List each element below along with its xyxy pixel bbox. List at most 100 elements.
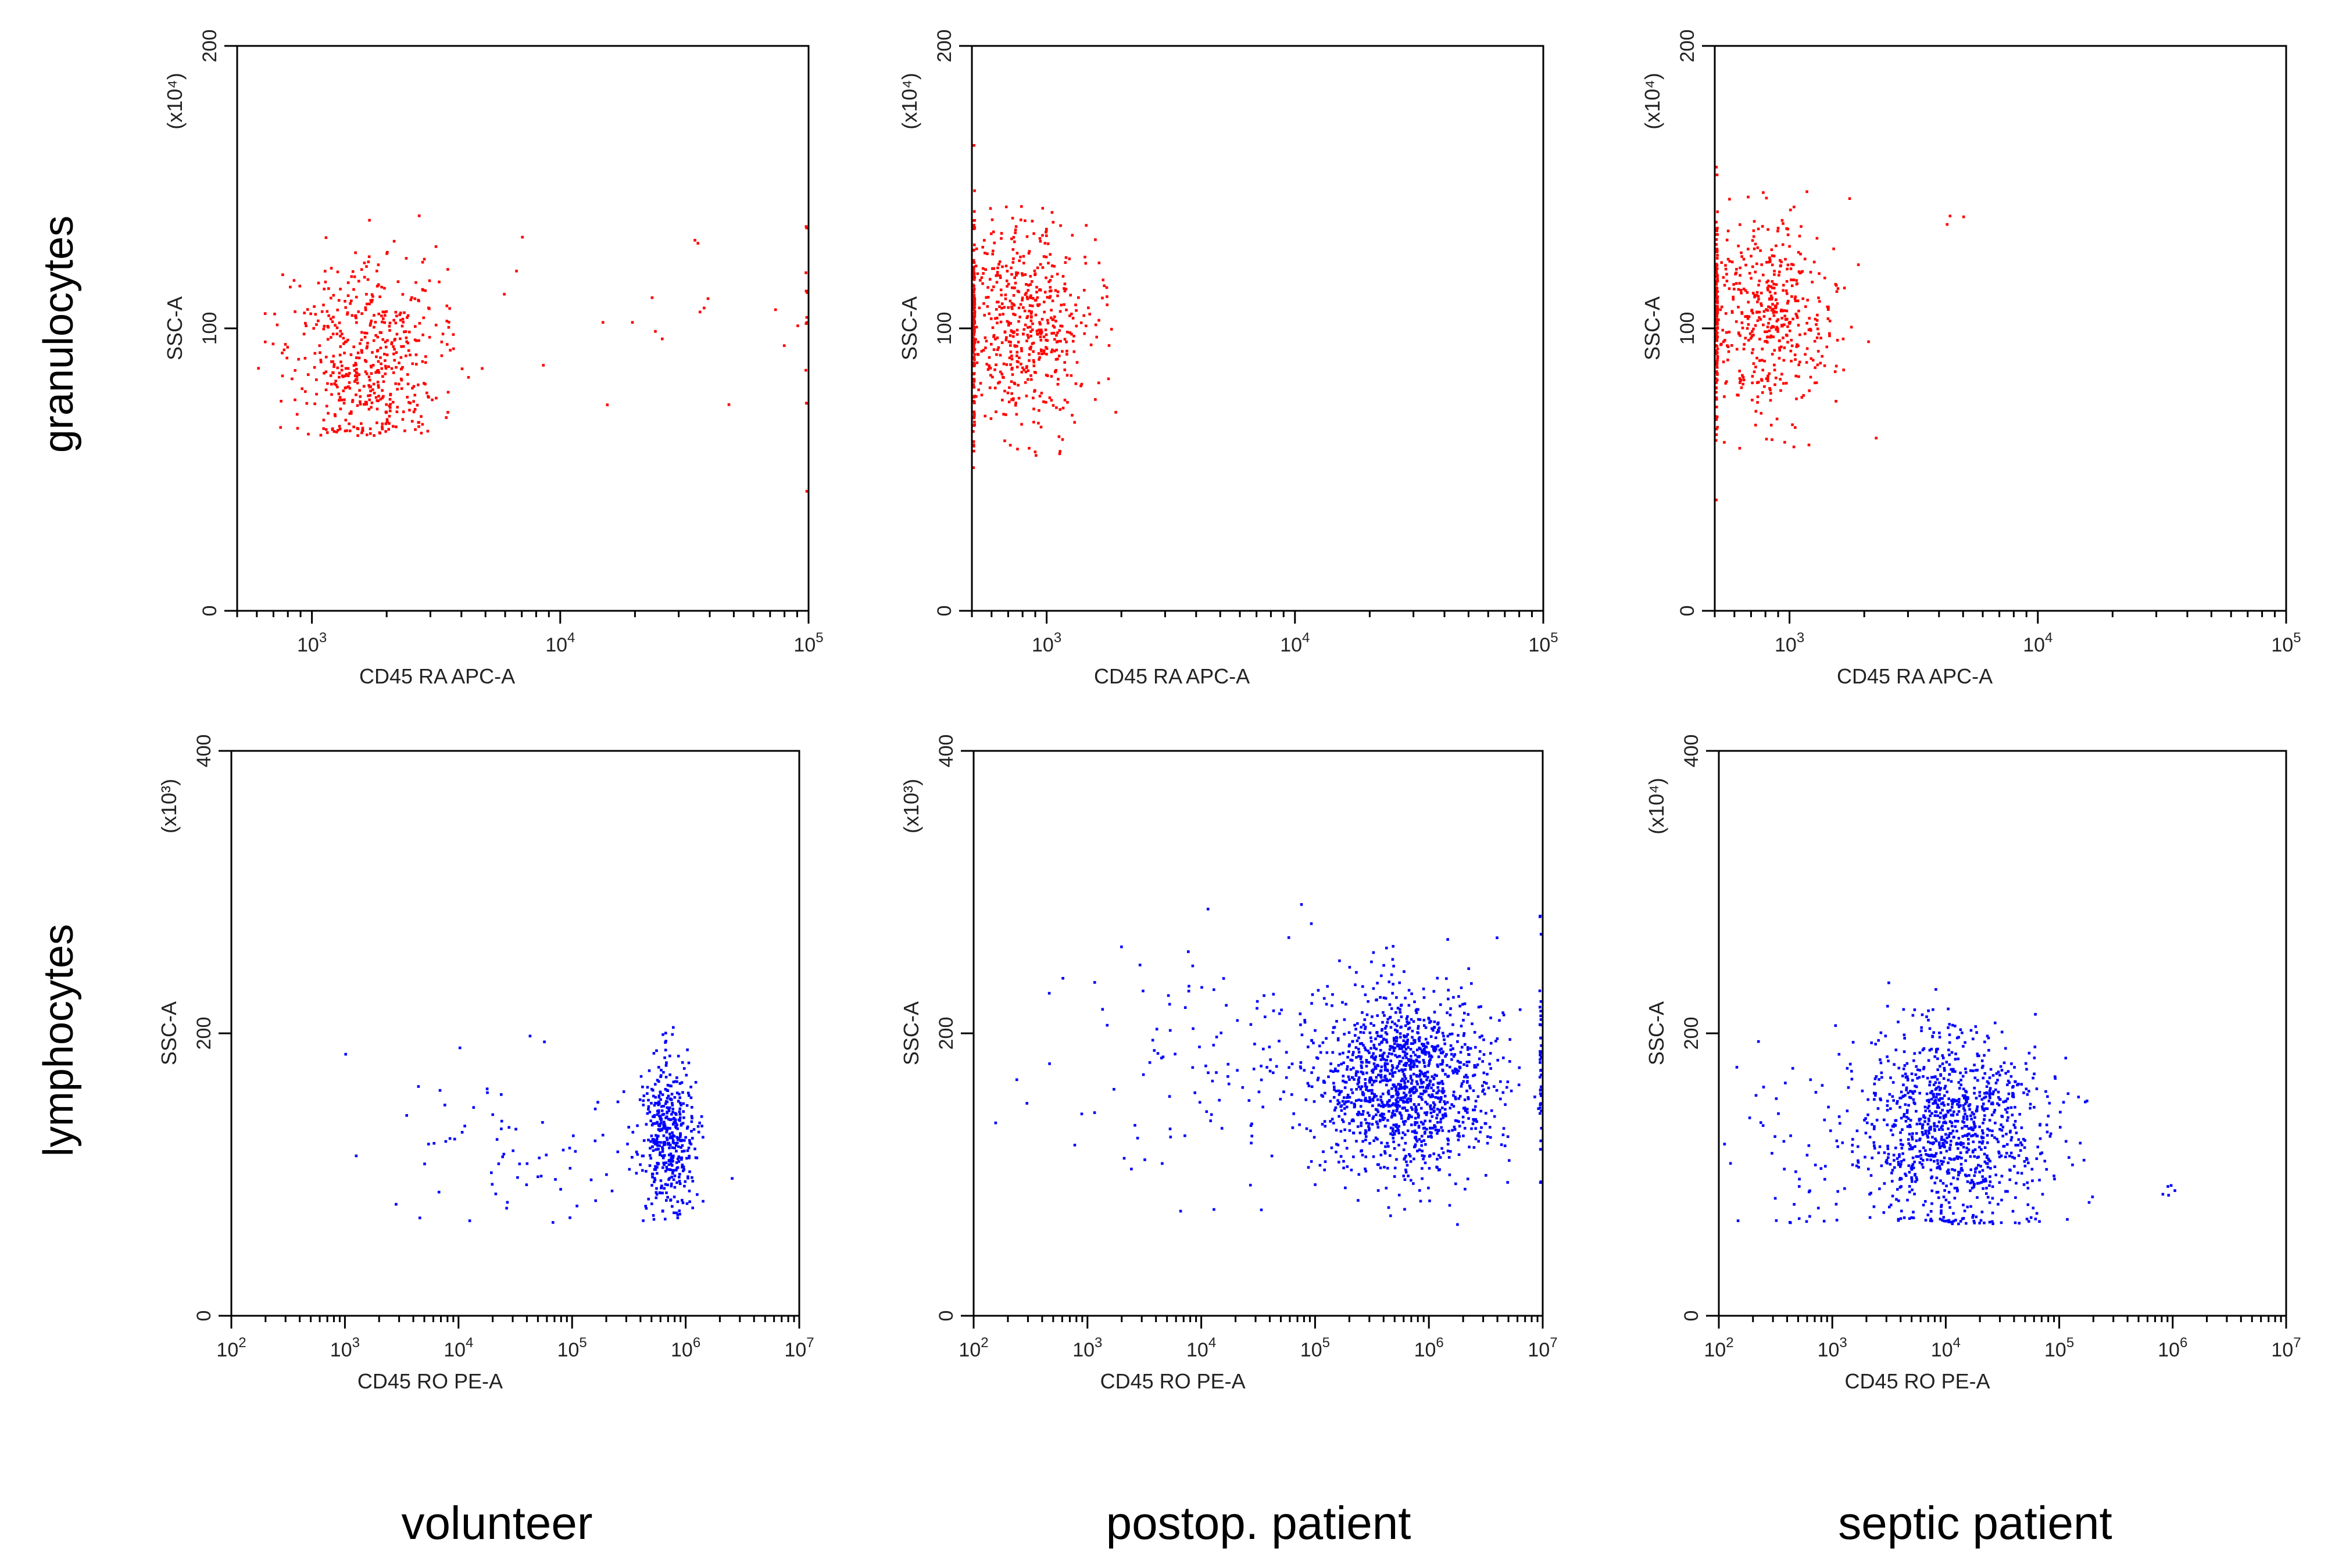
data-point	[1382, 1118, 1385, 1121]
data-point	[1539, 1148, 1542, 1151]
data-point	[350, 411, 353, 415]
data-point	[353, 275, 356, 278]
data-point	[660, 1186, 663, 1189]
data-point	[1766, 379, 1769, 382]
data-point	[1268, 1046, 1271, 1048]
data-point	[1990, 1114, 1994, 1116]
data-point	[681, 1061, 684, 1064]
y-axis-label: SSC-A	[899, 1001, 923, 1065]
data-point	[664, 1041, 667, 1044]
data-point	[1489, 1067, 1492, 1070]
data-point	[501, 1155, 504, 1158]
data-point	[1463, 1075, 1466, 1079]
data-point	[1921, 1125, 1924, 1128]
data-point	[1447, 1156, 1451, 1159]
data-point	[1404, 1064, 1407, 1067]
data-point	[1300, 903, 1303, 906]
data-point	[1730, 310, 1734, 313]
data-point	[1835, 1139, 1839, 1143]
data-point	[313, 402, 316, 406]
data-point	[1446, 938, 1449, 941]
data-point	[1405, 1056, 1408, 1059]
data-point	[1383, 1064, 1386, 1067]
data-point	[1409, 1048, 1412, 1051]
data-point	[414, 428, 417, 431]
data-point	[432, 1142, 435, 1145]
data-point	[1012, 313, 1015, 316]
data-point	[1370, 960, 1373, 964]
data-point	[1344, 1081, 1348, 1084]
data-point	[1769, 424, 1773, 427]
data-point	[1361, 1113, 1364, 1116]
data-point	[1424, 1161, 1427, 1165]
data-point	[1918, 1150, 1922, 1153]
data-point	[1941, 1125, 1944, 1127]
data-point	[1896, 1188, 1899, 1191]
x-tick-label: 103	[1032, 630, 1061, 656]
data-point	[1959, 1079, 1962, 1082]
data-point	[1782, 336, 1785, 339]
data-point	[378, 295, 381, 298]
data-point	[1029, 330, 1032, 333]
x-tick-label-exponent: 5	[816, 630, 823, 646]
data-point	[1539, 1106, 1542, 1109]
data-point	[412, 385, 416, 388]
data-point	[1801, 270, 1804, 273]
data-point	[1379, 1048, 1382, 1052]
data-point	[1095, 335, 1098, 339]
data-point	[1996, 1079, 1999, 1082]
data-point	[395, 366, 398, 369]
data-point	[1321, 1041, 1325, 1044]
data-point	[1336, 1099, 1339, 1102]
data-point	[1409, 1094, 1412, 1097]
data-point	[1372, 1139, 1375, 1143]
data-point	[1973, 1122, 1976, 1126]
data-point	[1411, 1089, 1414, 1092]
data-point	[1345, 1105, 1349, 1109]
data-point	[1983, 1040, 1986, 1044]
data-point	[1742, 348, 1746, 350]
data-point	[369, 322, 372, 325]
data-point	[370, 364, 373, 368]
data-point	[1939, 1111, 1942, 1115]
data-point	[1986, 1091, 1989, 1095]
data-point	[1183, 1006, 1187, 1009]
data-point	[1403, 1064, 1406, 1066]
data-point	[1488, 1062, 1491, 1066]
data-point	[992, 230, 995, 234]
data-point	[525, 1162, 529, 1165]
data-point	[1367, 1100, 1369, 1103]
data-point	[1038, 237, 1042, 240]
data-point	[690, 1130, 693, 1133]
data-point	[1744, 315, 1747, 318]
data-point	[358, 389, 361, 392]
data-point	[1428, 1018, 1431, 1021]
data-point	[1753, 370, 1756, 373]
data-point	[1343, 1018, 1346, 1021]
data-point	[1206, 907, 1210, 911]
data-point	[663, 1163, 666, 1166]
data-point	[1142, 1073, 1145, 1076]
data-point	[1733, 288, 1736, 291]
data-point	[1715, 238, 1718, 241]
data-point	[1998, 1155, 2001, 1158]
data-point	[1449, 1048, 1453, 1051]
data-point	[691, 1180, 695, 1183]
data-point	[1771, 303, 1774, 306]
data-point	[727, 403, 731, 406]
data-point	[1071, 339, 1075, 343]
data-point	[1412, 1039, 1415, 1042]
data-point	[675, 1091, 679, 1094]
data-point	[1794, 358, 1797, 361]
data-point	[370, 401, 374, 404]
data-point	[1039, 289, 1042, 292]
data-point	[2000, 1129, 2004, 1132]
data-point	[1367, 1049, 1369, 1053]
data-point	[1029, 296, 1032, 299]
data-point	[263, 312, 267, 315]
data-point	[1452, 1090, 1456, 1094]
data-point	[995, 308, 998, 311]
data-point	[1759, 249, 1762, 252]
data-point	[1750, 335, 1754, 338]
data-point	[313, 366, 316, 369]
